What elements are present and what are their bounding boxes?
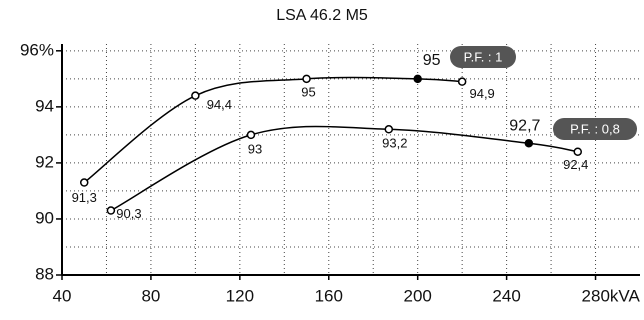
x-tick-label: 200 — [404, 286, 432, 305]
series-line — [83, 76, 463, 184]
y-tick-label: 90 — [35, 208, 54, 227]
legend-label: P.F. : 1 — [464, 49, 503, 64]
data-point — [191, 91, 200, 100]
data-point — [457, 77, 467, 86]
data-label: 92,7 — [509, 118, 540, 135]
data-point — [246, 130, 256, 140]
chart-title: LSA 46.2 M5 — [276, 7, 368, 24]
data-label: 93,2 — [382, 136, 407, 151]
data-label: 91,3 — [72, 190, 97, 205]
data-label: 95 — [423, 52, 441, 69]
y-tick-label: 88 — [35, 264, 54, 283]
data-point — [302, 74, 311, 84]
data-point — [79, 178, 89, 187]
data-point — [384, 125, 394, 134]
data-label: 94,9 — [469, 86, 494, 101]
legend-badge — [553, 118, 637, 140]
legend-badge — [450, 46, 516, 68]
y-tick-label: 92 — [35, 152, 54, 171]
legend-label: P.F. : 0,8 — [570, 121, 620, 136]
y-tick-label: 94 — [35, 96, 54, 115]
data-label: 94,4 — [207, 97, 232, 112]
data-label: 95 — [301, 84, 315, 99]
data-label: 90,3 — [116, 206, 141, 221]
x-tick-label: 240 — [492, 286, 520, 305]
data-point — [413, 74, 422, 84]
data-point — [524, 139, 534, 148]
x-tick-label: 120 — [226, 286, 254, 305]
series-line — [110, 125, 578, 212]
data-point — [106, 206, 116, 215]
x-tick-label: 80 — [141, 286, 160, 305]
x-tick-label: 40 — [53, 286, 72, 305]
data-point — [573, 147, 583, 156]
data-label: 93 — [248, 141, 262, 156]
data-label: 92,4 — [563, 157, 588, 172]
y-tick-label: 96% — [20, 40, 54, 59]
x-tick-label: 280kVA — [582, 286, 641, 305]
x-tick-label: 160 — [315, 286, 343, 305]
